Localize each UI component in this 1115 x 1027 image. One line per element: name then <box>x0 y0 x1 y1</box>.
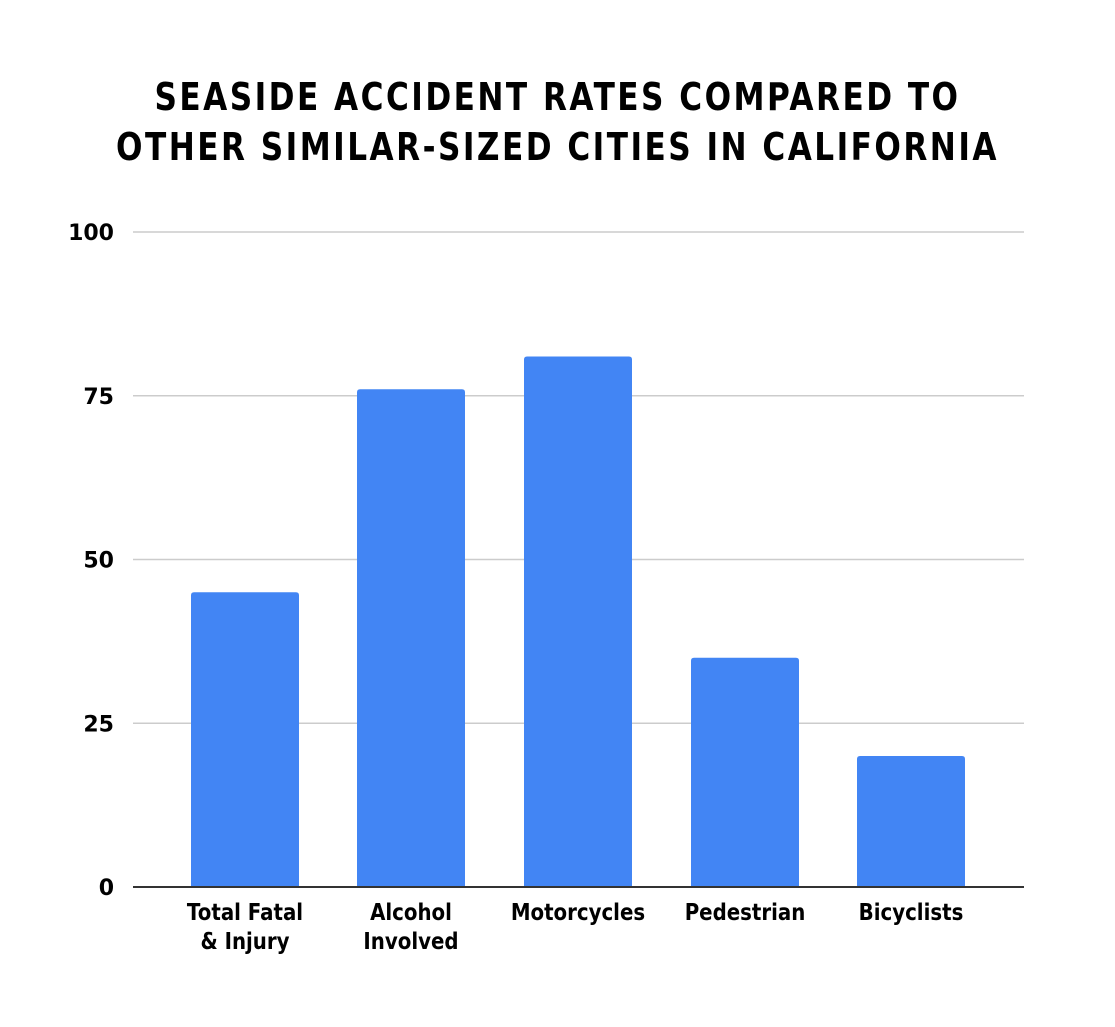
x-tick-label-pedestrian: Pedestrian <box>685 900 806 927</box>
chart-title: SEASIDE ACCIDENT RATES COMPARED TO OTHER… <box>100 72 1014 172</box>
bar-total-fatal-injury <box>191 592 299 887</box>
y-tick-label-75: 75 <box>83 385 114 410</box>
y-tick-label-50: 50 <box>83 549 114 574</box>
x-tick-label-line: Total Fatal <box>187 900 303 927</box>
x-tick-label-line: Motorcycles <box>511 900 645 927</box>
bar-motorcycles <box>524 356 632 887</box>
category-labels: Total Fatal & Injury Alcohol Involved Motorc… <box>187 900 963 956</box>
x-tick-label-motorcycles: Motorcycles <box>511 900 645 927</box>
x-tick-label-alcohol-involved: Alcohol Involved <box>363 900 458 956</box>
x-tick-label-line: Pedestrian <box>685 900 806 927</box>
chart-title-line-2: OTHER SIMILAR-SIZED CITIES IN CALIFORNIA <box>116 125 999 169</box>
x-tick-label-line: Involved <box>363 929 458 956</box>
bar-alcohol-involved <box>357 389 465 887</box>
bar-bicyclists <box>857 756 965 887</box>
x-tick-label-line: & Injury <box>200 929 289 956</box>
axes: 0 25 50 75 100 <box>68 221 1024 901</box>
bars <box>191 356 965 887</box>
x-tick-label-line: Alcohol <box>370 900 452 927</box>
y-tick-label-100: 100 <box>68 221 114 246</box>
bar-pedestrian <box>691 657 799 887</box>
chart-title-line-1: SEASIDE ACCIDENT RATES COMPARED TO <box>154 75 961 119</box>
x-tick-label-bicyclists: Bicyclists <box>859 900 964 927</box>
y-tick-label-25: 25 <box>83 712 114 737</box>
y-tick-label-0: 0 <box>99 876 114 901</box>
x-tick-label-line: Bicyclists <box>859 900 964 927</box>
x-tick-label-total-fatal-injury: Total Fatal & Injury <box>187 900 303 956</box>
